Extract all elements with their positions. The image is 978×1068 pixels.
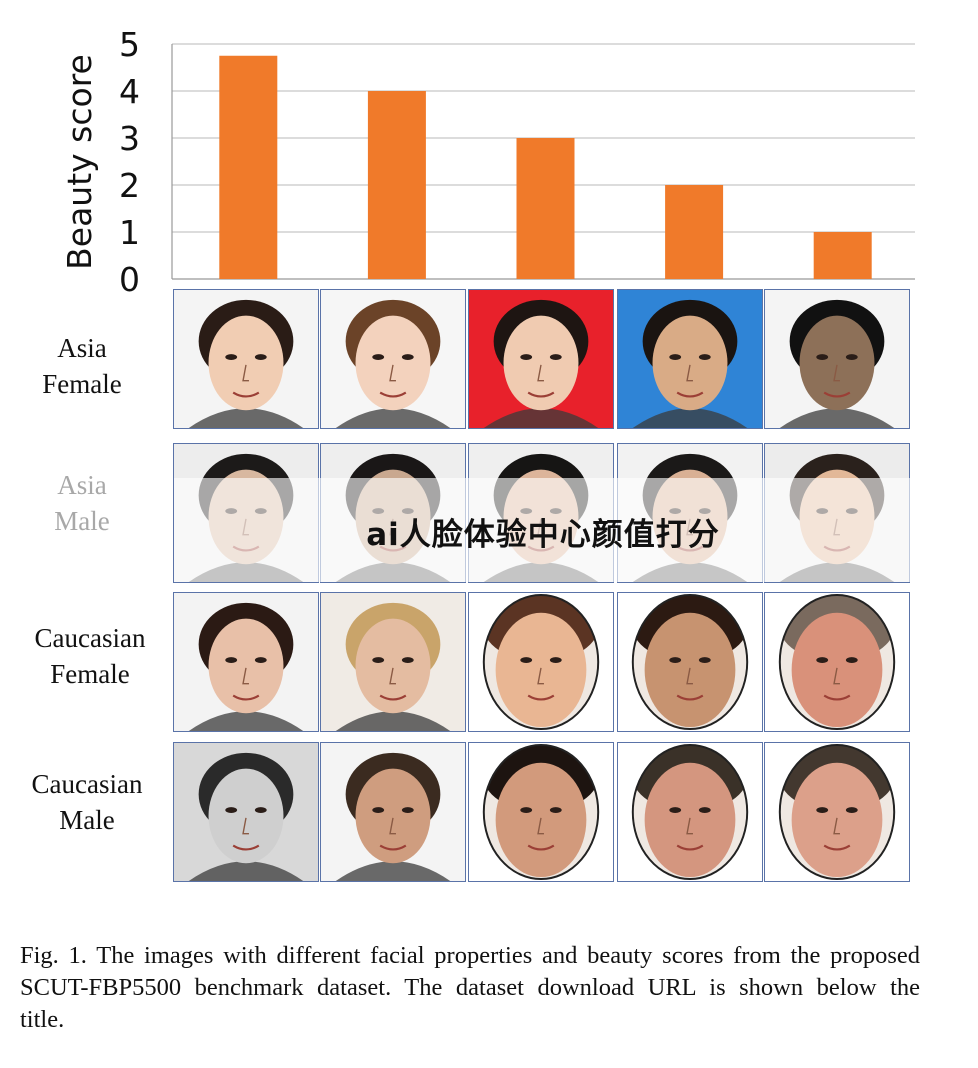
watermark-text: ai人脸体验中心颜值打分 xyxy=(366,517,720,553)
row-label-asia-male: Asia Male xyxy=(54,470,110,536)
portrait-icon xyxy=(321,593,465,731)
portrait-icon xyxy=(618,743,762,881)
face-image xyxy=(320,592,466,732)
portrait-icon xyxy=(174,290,318,428)
watermark-overlay xyxy=(174,478,912,582)
face-image xyxy=(468,592,614,732)
bar-3 xyxy=(516,138,575,279)
face-image xyxy=(173,289,319,429)
face-image xyxy=(173,592,319,732)
bar-1 xyxy=(219,55,278,279)
portrait-icon xyxy=(174,743,318,881)
face-image xyxy=(173,742,319,882)
bar-4 xyxy=(665,185,724,279)
face-image xyxy=(764,289,910,429)
beauty-score-bar-chart: 0 1 2 3 4 5 Beauty score xyxy=(60,25,915,299)
portrait-icon xyxy=(765,743,909,881)
portrait-icon xyxy=(469,743,613,881)
y-tick-label: 0 xyxy=(119,260,140,299)
portrait-icon xyxy=(174,593,318,731)
y-tick-label: 1 xyxy=(119,213,140,252)
row-label-caucasian-male: Caucasian Male xyxy=(31,769,143,835)
row-label-caucasian-female: Caucasian Female xyxy=(34,623,146,689)
face-image xyxy=(764,742,910,882)
y-axis-label: Beauty score xyxy=(60,54,99,270)
portrait-icon xyxy=(469,290,613,428)
face-image xyxy=(468,289,614,429)
y-tick-label: 5 xyxy=(119,25,140,64)
figure-caption: Fig. 1. The images with different facial… xyxy=(20,942,920,1033)
portrait-icon xyxy=(765,593,909,731)
row-label-asia-female: Asia Female xyxy=(42,333,122,399)
portrait-icon xyxy=(469,593,613,731)
face-image xyxy=(617,289,763,429)
face-image xyxy=(617,742,763,882)
portrait-icon xyxy=(618,290,762,428)
face-image xyxy=(468,742,614,882)
portrait-icon xyxy=(321,290,465,428)
face-image xyxy=(320,742,466,882)
y-tick-label: 4 xyxy=(119,72,140,111)
portrait-icon xyxy=(618,593,762,731)
face-image xyxy=(320,289,466,429)
bar-5 xyxy=(813,232,872,279)
bar-2 xyxy=(367,91,426,279)
y-tick-label: 3 xyxy=(119,119,140,158)
face-image xyxy=(764,592,910,732)
portrait-icon xyxy=(765,290,909,428)
y-tick-label: 2 xyxy=(119,166,140,205)
face-image xyxy=(617,592,763,732)
portrait-icon xyxy=(321,743,465,881)
